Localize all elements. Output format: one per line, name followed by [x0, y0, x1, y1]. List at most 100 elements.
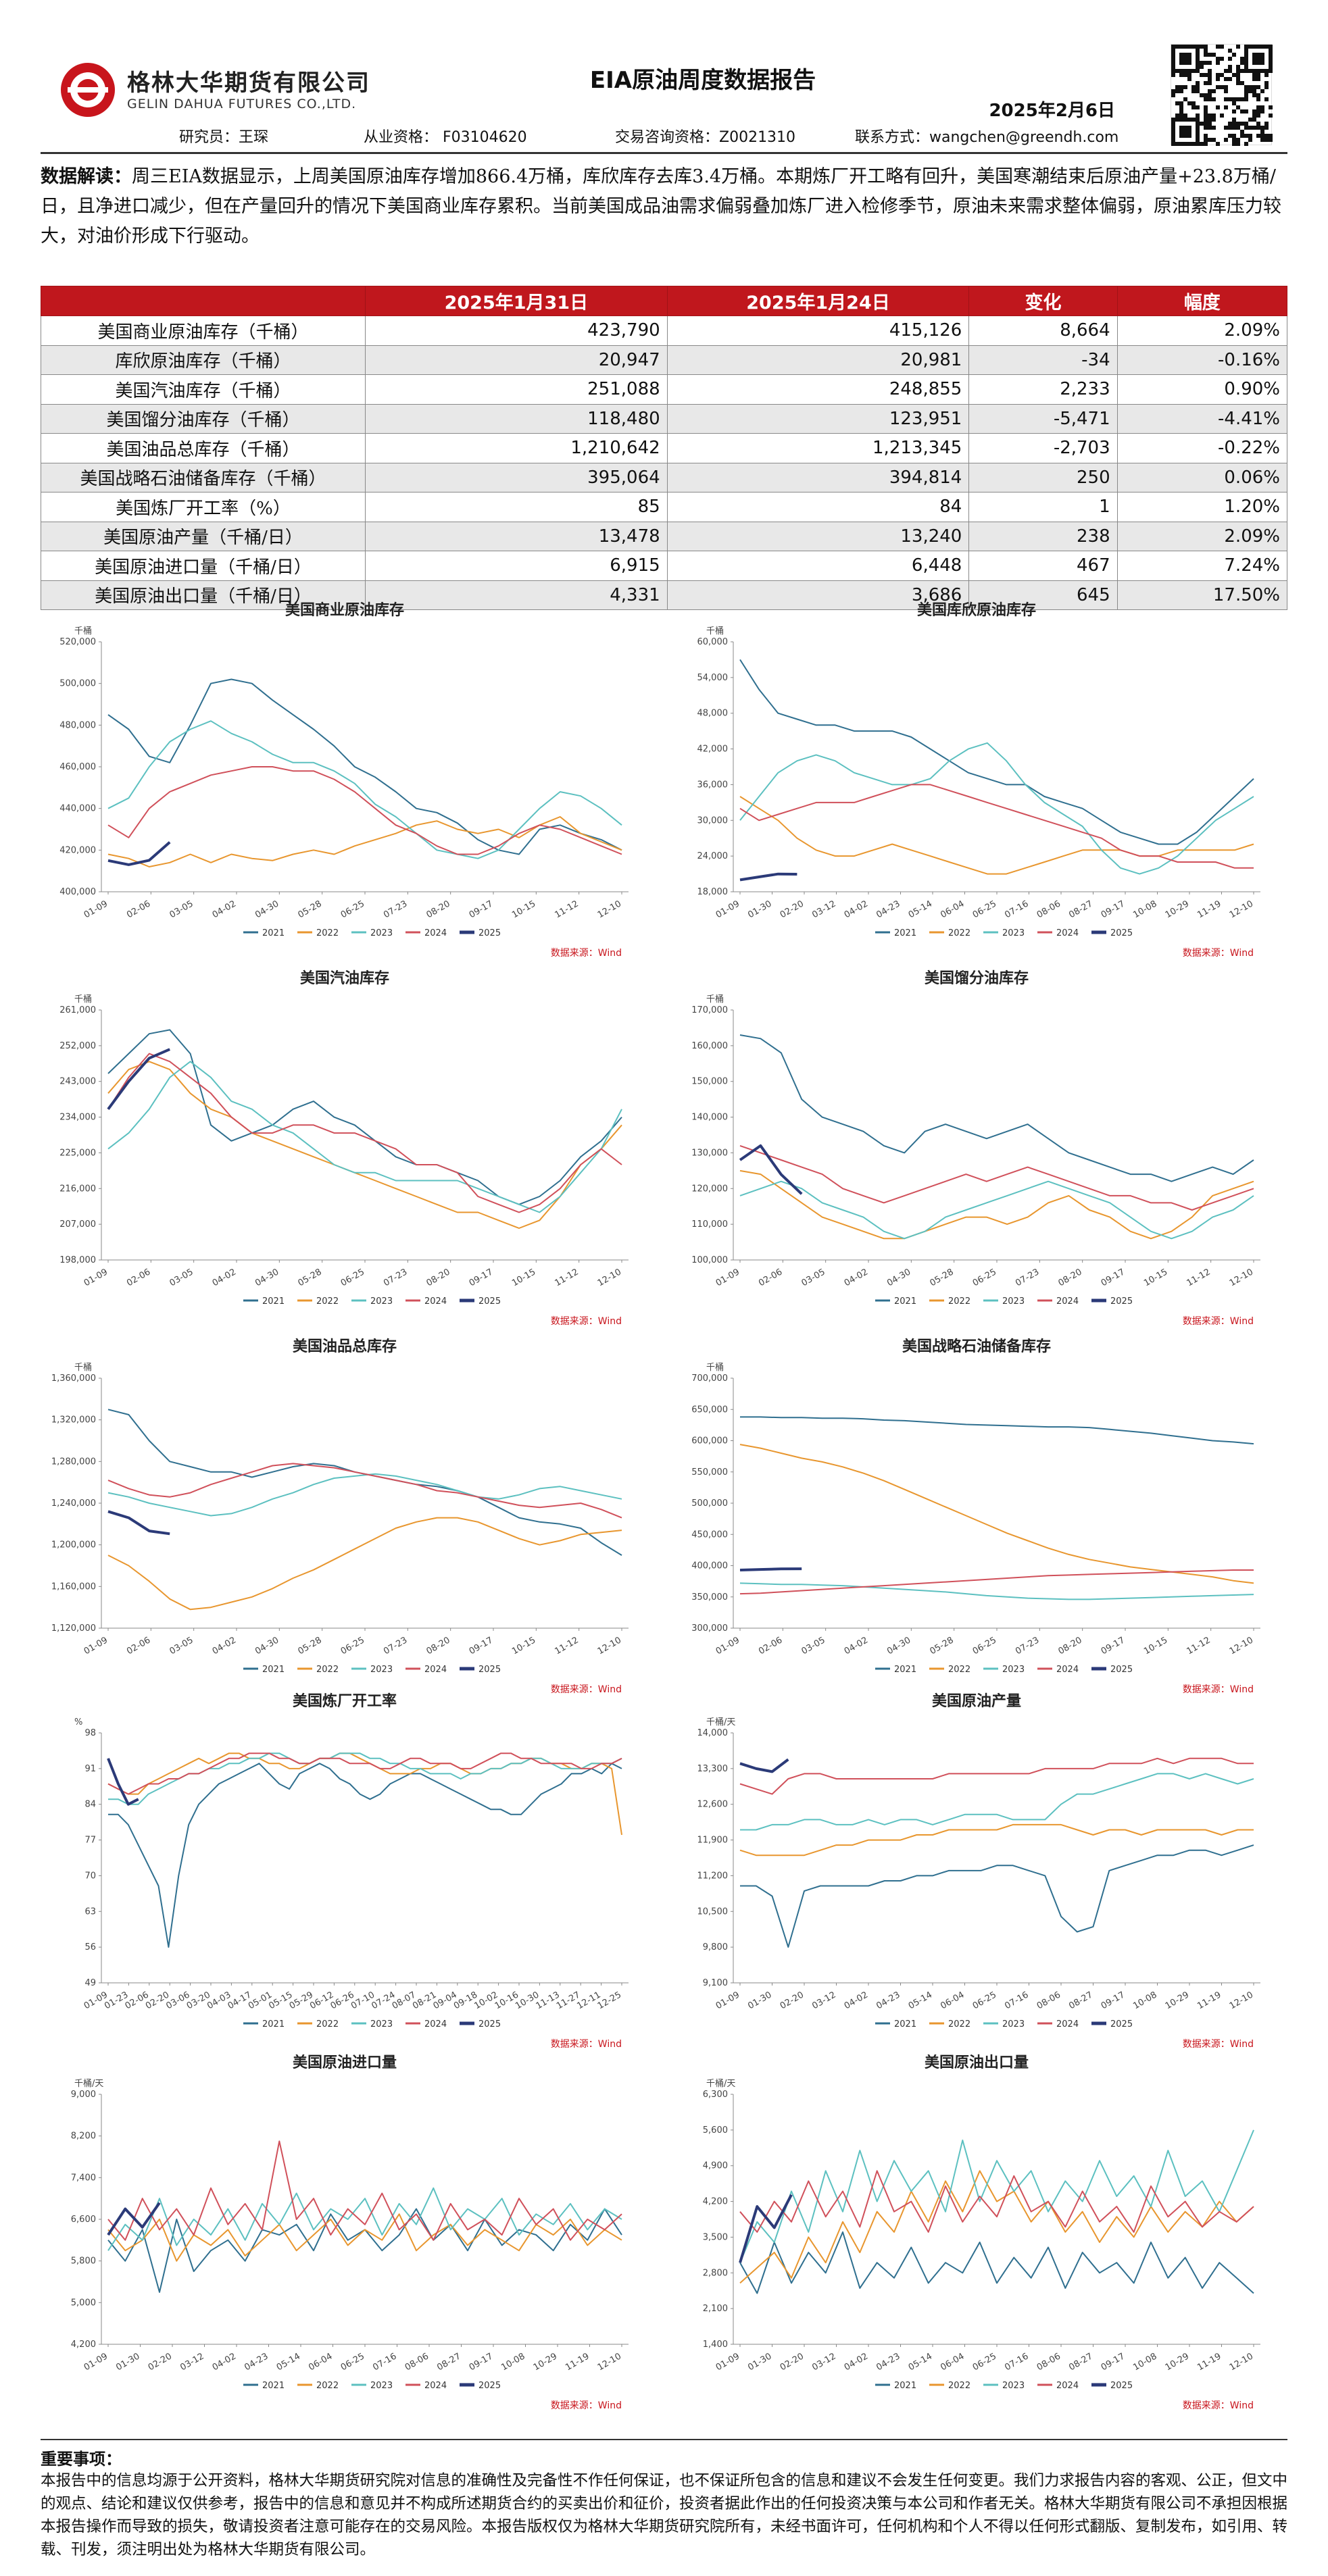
x-tick-label: 04-02 — [843, 1267, 870, 1288]
series-line-2021 — [740, 1416, 1254, 1445]
series-line-2021 — [739, 1034, 1254, 1182]
x-tick-label: 04-30 — [253, 899, 280, 920]
x-tick-label: 04-02 — [211, 899, 238, 920]
series-line-2025 — [739, 1144, 803, 1195]
x-tick-label: 05-14 — [907, 899, 934, 920]
x-tick-label: 02-20 — [147, 2351, 174, 2373]
x-tick-label: 04-02 — [843, 1990, 870, 2011]
legend-label: 2023 — [1002, 2019, 1025, 2029]
table-cell-prev: 3,686 — [666, 580, 970, 610]
series-line-2021 — [740, 1844, 1254, 1948]
legend-label: 2025 — [1110, 1665, 1133, 1675]
table-cell-cur: 395,064 — [365, 462, 668, 493]
table-cell-cur: 423,790 — [365, 315, 668, 346]
y-tick-label: 300,000 — [691, 1623, 728, 1634]
x-tick-label: 07-16 — [1003, 1990, 1030, 2011]
y-tick-label: 460,000 — [59, 762, 96, 772]
x-tick-label: 03-05 — [168, 1635, 195, 1657]
header-divider — [41, 152, 1287, 154]
table-cell-name: 库欣原油库存（千桶） — [41, 345, 366, 375]
chart-total-products: 美国油品总库存 千桶 1,120,000 1,160,000 1,200,000 1,24… — [41, 1331, 649, 1709]
x-tick-label: 07-23 — [1014, 1267, 1041, 1288]
table-cell-name: 美国原油进口量（千桶/日） — [41, 551, 366, 581]
x-tick-label: 12-10 — [1228, 1635, 1255, 1657]
series-line-2025 — [107, 1510, 170, 1536]
y-tick-label: 170,000 — [691, 1005, 728, 1015]
interpretation-lead: 数据解读： — [41, 166, 132, 187]
table-header-cell: 2025年1月24日 — [666, 286, 970, 316]
analyst-info: 研究员：王琛 从业资格： F03104620 交易咨询资格：Z0021310 联… — [41, 122, 1162, 149]
series-line-2022 — [739, 1823, 1254, 1857]
x-tick-label: 10-29 — [1164, 2351, 1191, 2373]
y-tick-label: 261,000 — [59, 1005, 96, 1015]
series-line-2023 — [739, 1180, 1254, 1240]
x-tick-label: 08-27 — [1067, 899, 1094, 920]
x-tick-label: 10-08 — [1131, 899, 1158, 920]
series-line-2025 — [107, 841, 171, 866]
x-tick-label: 06-25 — [339, 2351, 366, 2373]
axis-unit-label: 千桶/天 — [706, 2079, 735, 2089]
report-page: 格林大华期货有限公司 GELIN DAHUA FUTURES CO.,LTD. … — [41, 37, 1288, 2558]
disclaimer-text: 本报告中的信息均源于公开资料，格林大华期货研究院对信息的准确性及完备性不作任何保… — [41, 2472, 1288, 2558]
y-tick-label: 500,000 — [691, 1498, 728, 1509]
data-interpretation: 数据解读：周三EIA数据显示，上周美国原油库存增加866.4万桶，库欣库存去库3… — [41, 162, 1287, 284]
x-tick-label: 11-19 — [1196, 2351, 1223, 2373]
x-tick-label: 05-28 — [296, 1635, 323, 1657]
x-tick-label: 04-02 — [211, 1267, 238, 1288]
y-tick-label: 18,000 — [697, 887, 729, 897]
series-line-2021 — [739, 659, 1254, 845]
series-line-2021 — [107, 678, 622, 855]
y-tick-label: 120,000 — [691, 1184, 728, 1194]
y-tick-label: 130,000 — [691, 1148, 728, 1158]
data-source-label: 数据来源：Wind — [1183, 2039, 1254, 2050]
data-source-label: 数据来源：Wind — [1183, 1684, 1254, 1695]
series-line-2024 — [739, 784, 1254, 869]
legend-label: 2023 — [370, 928, 393, 938]
legend-label: 2023 — [370, 1665, 393, 1675]
y-tick-label: 36,000 — [697, 780, 729, 790]
y-tick-label: 6,600 — [71, 2215, 96, 2225]
table-cell-chg: 467 — [968, 551, 1118, 581]
chart-commercial-crude: 美国商业原油库存 千桶 400,000 420,000 440,000 460,000 48… — [41, 595, 649, 973]
series-line-2022 — [739, 2170, 1254, 2284]
x-tick-label: 09-17 — [468, 2351, 495, 2373]
legend-label: 2022 — [316, 1296, 339, 1307]
legend-label: 2021 — [262, 928, 285, 938]
table-cell-cur: 20,947 — [365, 345, 668, 375]
x-tick-label: 04-02 — [843, 899, 870, 920]
x-tick-label: 06-25 — [971, 1990, 998, 2011]
y-tick-label: 7,400 — [71, 2173, 96, 2183]
x-tick-label: 10-29 — [1164, 899, 1191, 920]
x-tick-label: 01-09 — [714, 899, 741, 920]
series-line-2024 — [107, 1463, 622, 1519]
legend-label: 2022 — [316, 928, 339, 938]
x-tick-label: 11-12 — [1185, 1267, 1212, 1288]
table-row: 美国馏分油库存（千桶） 118,480 123,951 -5,471 -4.41% — [41, 403, 1288, 434]
x-tick-label: 08-20 — [424, 899, 451, 920]
contact-label: 联系方式：wangchen@greendh.com — [855, 129, 1119, 146]
y-tick-label: 4,200 — [71, 2340, 96, 2350]
series-line-2025 — [739, 872, 797, 882]
table-cell-name: 美国馏分油库存（千桶） — [41, 403, 366, 434]
y-tick-label: 4,900 — [703, 2161, 728, 2171]
table-cell-pct: 0.90% — [1116, 374, 1288, 405]
series-line-2025 — [107, 2202, 161, 2236]
axis-unit-label: 千桶 — [74, 1363, 92, 1373]
series-line-2023 — [107, 2187, 622, 2251]
x-tick-label: 06-25 — [339, 899, 366, 920]
y-tick-label: 12,600 — [697, 1800, 729, 1810]
researcher-label: 研究员：王琛 — [179, 129, 269, 146]
y-tick-label: 1,200,000 — [51, 1540, 96, 1550]
table-cell-pct: -4.41% — [1116, 403, 1288, 434]
legend-label: 2024 — [1056, 1665, 1079, 1675]
x-tick-label: 03-12 — [810, 899, 837, 920]
y-tick-label: 140,000 — [691, 1113, 728, 1123]
y-tick-label: 450,000 — [691, 1530, 728, 1540]
y-tick-label: 1,240,000 — [51, 1498, 96, 1509]
legend-label: 2023 — [1002, 2381, 1025, 2391]
table-cell-prev: 84 — [666, 492, 970, 522]
x-tick-label: 12-10 — [596, 1635, 623, 1657]
table-cell-name: 美国原油出口量（千桶/日） — [41, 580, 366, 610]
x-tick-label: 04-23 — [875, 2351, 902, 2373]
legend-label: 2025 — [1110, 2019, 1133, 2029]
